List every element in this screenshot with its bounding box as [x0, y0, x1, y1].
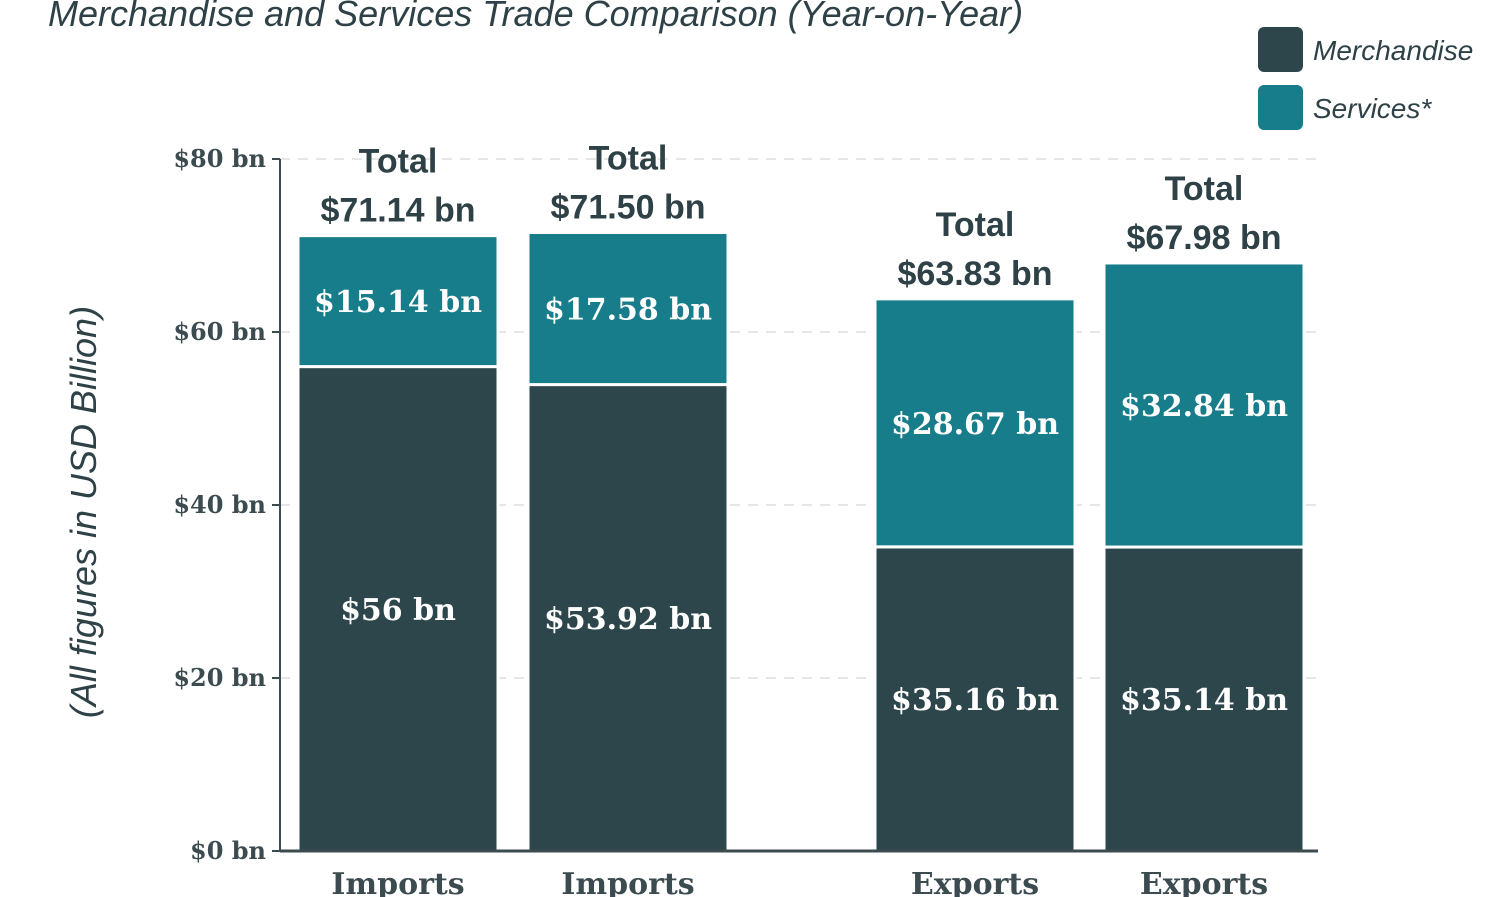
legend-label-merchandise: Merchandise [1313, 35, 1473, 66]
total-heading: Total [359, 143, 438, 181]
merchandise-value-label: $35.14 bn [1120, 683, 1288, 718]
total-heading: Total [1165, 170, 1244, 208]
y-axis-ticks: $0 bn $20 bn $40 bn $60 bn $80 bn [173, 144, 280, 865]
total-heading: Total [936, 206, 1015, 244]
y-axis-label: (All figures in USD Billion) [63, 306, 104, 718]
merchandise-value-label: $56 bn [340, 593, 456, 628]
total-value-label: $67.98 bn [1127, 219, 1282, 257]
merchandise-value-label: $35.16 bn [891, 683, 1059, 718]
services-value-label: $17.58 bn [544, 293, 712, 328]
y-tick-label: $60 bn [173, 317, 266, 346]
x-category-label: Imports [331, 867, 464, 897]
merchandise-bar-segment [873, 545, 1077, 853]
legend: Merchandise Services* [1258, 27, 1473, 130]
legend-swatch-services [1258, 85, 1303, 130]
merchandise-bar-segment [526, 383, 730, 853]
x-category-label: Exports [1140, 867, 1268, 897]
y-tick-label: $80 bn [173, 144, 266, 173]
total-value-label: $63.83 bn [898, 255, 1053, 293]
x-axis-labels: Imports Imports Exports Exports [331, 867, 1268, 897]
services-value-label: $15.14 bn [314, 285, 482, 320]
x-category-label: Exports [911, 867, 1039, 897]
services-bar-segment [1102, 261, 1306, 549]
x-category-label: Imports [561, 867, 694, 897]
y-tick-label: $0 bn [190, 836, 266, 865]
legend-label-services: Services* [1313, 93, 1432, 124]
y-tick-label: $20 bn [173, 663, 266, 692]
services-bar-segment [296, 234, 500, 369]
bars: $56 bn $15.14 bn Total $71.14 bn $53.92 bn $1… [296, 140, 1306, 853]
services-bar-segment [526, 231, 730, 387]
services-bar-segment [873, 297, 1077, 549]
services-value-label: $32.84 bn [1120, 389, 1288, 424]
total-value-label: $71.50 bn [551, 189, 706, 227]
legend-swatch-merchandise [1258, 27, 1303, 72]
total-value-label: $71.14 bn [321, 192, 476, 230]
merchandise-value-label: $53.92 bn [544, 602, 712, 637]
services-value-label: $28.67 bn [891, 407, 1059, 442]
total-heading: Total [589, 140, 668, 178]
y-tick-label: $40 bn [173, 490, 266, 519]
chart-title: Merchandise and Services Trade Compariso… [48, 0, 1023, 34]
